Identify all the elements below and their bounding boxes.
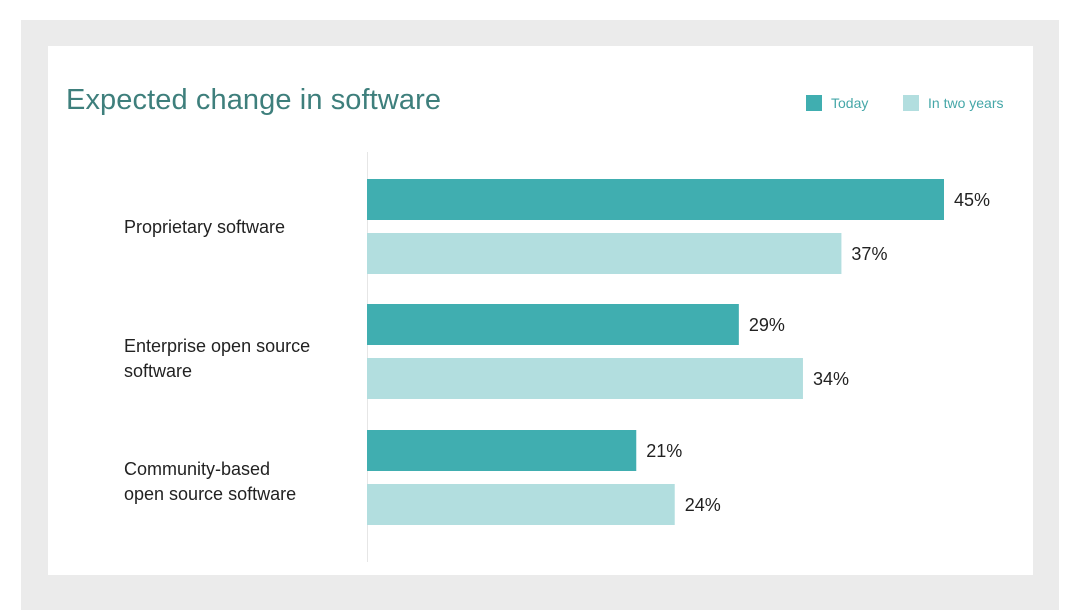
bar-in-two-years-2 bbox=[367, 484, 675, 525]
legend-item-in-two-years: In two years bbox=[903, 95, 1003, 111]
bar-in-two-years-0 bbox=[367, 233, 842, 274]
data-label-today-0: 45% bbox=[954, 190, 990, 210]
bar-today-2 bbox=[367, 430, 637, 471]
data-label-in-two-years-1: 34% bbox=[813, 369, 849, 389]
legend-item-today: Today bbox=[806, 95, 868, 111]
data-label-in-two-years-2: 24% bbox=[685, 495, 721, 515]
data-label-in-two-years-0: 37% bbox=[851, 244, 887, 264]
data-label-today-2: 21% bbox=[646, 441, 682, 461]
data-label-today-1: 29% bbox=[749, 315, 785, 335]
chart-title: Expected change in software bbox=[66, 84, 442, 116]
bar-in-two-years-1 bbox=[367, 358, 803, 399]
bar-today-1 bbox=[367, 304, 739, 345]
legend-swatch-today bbox=[806, 95, 822, 111]
legend-swatch-in-two-years bbox=[903, 95, 919, 111]
category-label-proprietary: Proprietary software bbox=[124, 217, 286, 237]
category-label-community-open-source: Community-based open source software bbox=[124, 459, 297, 504]
legend-label-today: Today bbox=[831, 95, 869, 111]
bar-today-0 bbox=[367, 179, 944, 220]
category-label-enterprise-open-source: Enterprise open source software bbox=[124, 336, 311, 381]
legend-label-in-two-years: In two years bbox=[928, 95, 1004, 111]
